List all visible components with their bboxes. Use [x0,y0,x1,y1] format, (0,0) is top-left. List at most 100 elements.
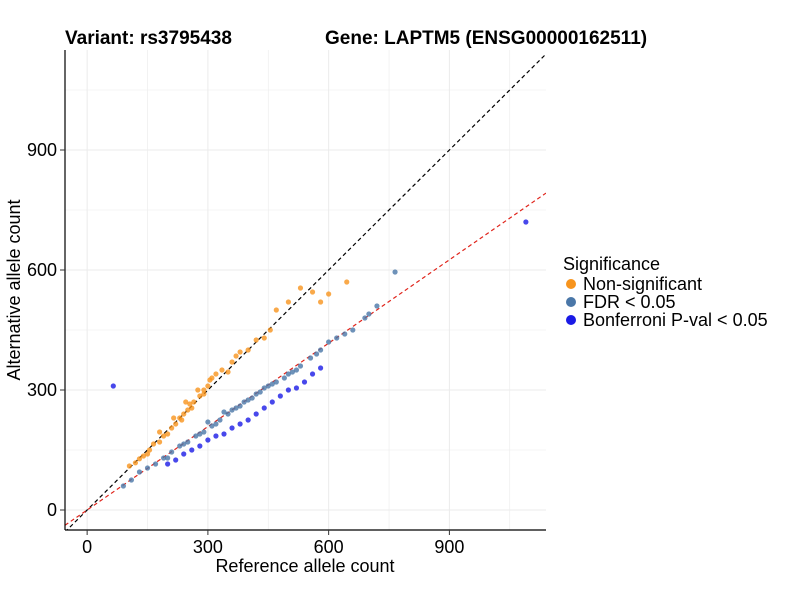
data-point [221,431,227,437]
data-point [132,460,139,466]
gridlines [65,50,546,530]
data-point [261,385,267,391]
data-point [110,383,116,389]
data-point [245,417,251,423]
data-point [229,359,235,365]
plot-area [65,53,546,530]
data-point [285,299,291,305]
data-point [273,307,279,313]
data-point [197,431,203,437]
data-point [326,291,332,297]
data-point [392,269,398,275]
tick-labels: 0 300 600 900 0 300 600 900 [27,140,464,557]
data-point [201,391,207,397]
data-point [285,371,291,377]
data-point [261,405,267,411]
data-point [344,279,350,285]
data-point [350,327,356,333]
data-point [169,449,175,455]
data-point [136,469,143,475]
data-point [334,335,340,341]
data-point [269,381,275,387]
data-point [217,417,223,423]
data-point [193,433,199,439]
data-point [165,431,171,437]
data-point [233,353,239,359]
data-point [181,441,187,447]
data-point [205,419,211,425]
reference-lines [65,53,546,530]
data-point [257,389,263,395]
data-point [152,461,159,467]
data-point [173,457,179,463]
y-tick-label: 0 [47,500,57,520]
data-point [169,425,175,431]
data-point [205,383,211,389]
data-point [128,477,135,483]
data-point [219,367,225,373]
data-point [293,385,300,391]
data-point [237,403,243,409]
data-point [201,387,207,393]
x-axis-title: Reference allele count [215,556,394,576]
data-point [241,399,247,405]
data-point [309,371,316,377]
data-point [183,399,189,405]
legend-label: Non-significant [583,274,702,294]
data-point [366,311,372,317]
x-tick-label: 600 [314,537,344,557]
data-point [225,369,231,375]
data-point [161,433,167,439]
legend-key [566,279,576,289]
data-point [249,395,255,401]
data-point [191,399,197,405]
data-point [317,299,324,305]
data-point [187,401,193,407]
reference-line [65,192,546,526]
data-point [237,349,243,355]
legend-title: Significance [563,254,660,274]
reference-line [66,53,546,530]
data-point [265,383,271,389]
data-point [207,377,213,383]
data-point [140,453,147,459]
data-point [229,425,235,431]
data-point [281,375,287,381]
data-point [253,411,259,417]
data-point [285,387,291,393]
data-point [317,347,324,353]
data-point [301,379,308,385]
y-tick-label: 900 [27,140,57,160]
data-point [189,405,195,411]
data-point [317,365,324,371]
data-point [237,421,243,427]
data-points [110,219,529,489]
data-point [269,399,275,405]
data-point [374,303,380,309]
data-point [293,367,300,373]
data-point [181,411,187,417]
data-point [309,289,316,295]
data-point [313,351,320,357]
chart-title-gene: Gene: LAPTM5 (ENSG00000162511) [325,28,647,49]
data-point [156,439,163,445]
data-point [185,439,191,445]
data-point [273,379,279,385]
axes [64,50,546,531]
data-point [213,371,219,377]
data-point [144,451,151,457]
legend-key [566,297,576,307]
data-point [267,327,273,333]
data-point [261,335,267,341]
x-tick-label: 0 [82,537,92,557]
data-point [245,397,251,403]
data-point [297,363,304,369]
y-tick-label: 300 [27,380,57,400]
data-point [213,433,219,439]
data-point [120,483,126,489]
data-point [156,429,163,435]
data-point [253,391,259,397]
data-point [297,285,304,291]
data-point [146,447,153,453]
data-point [307,355,314,361]
